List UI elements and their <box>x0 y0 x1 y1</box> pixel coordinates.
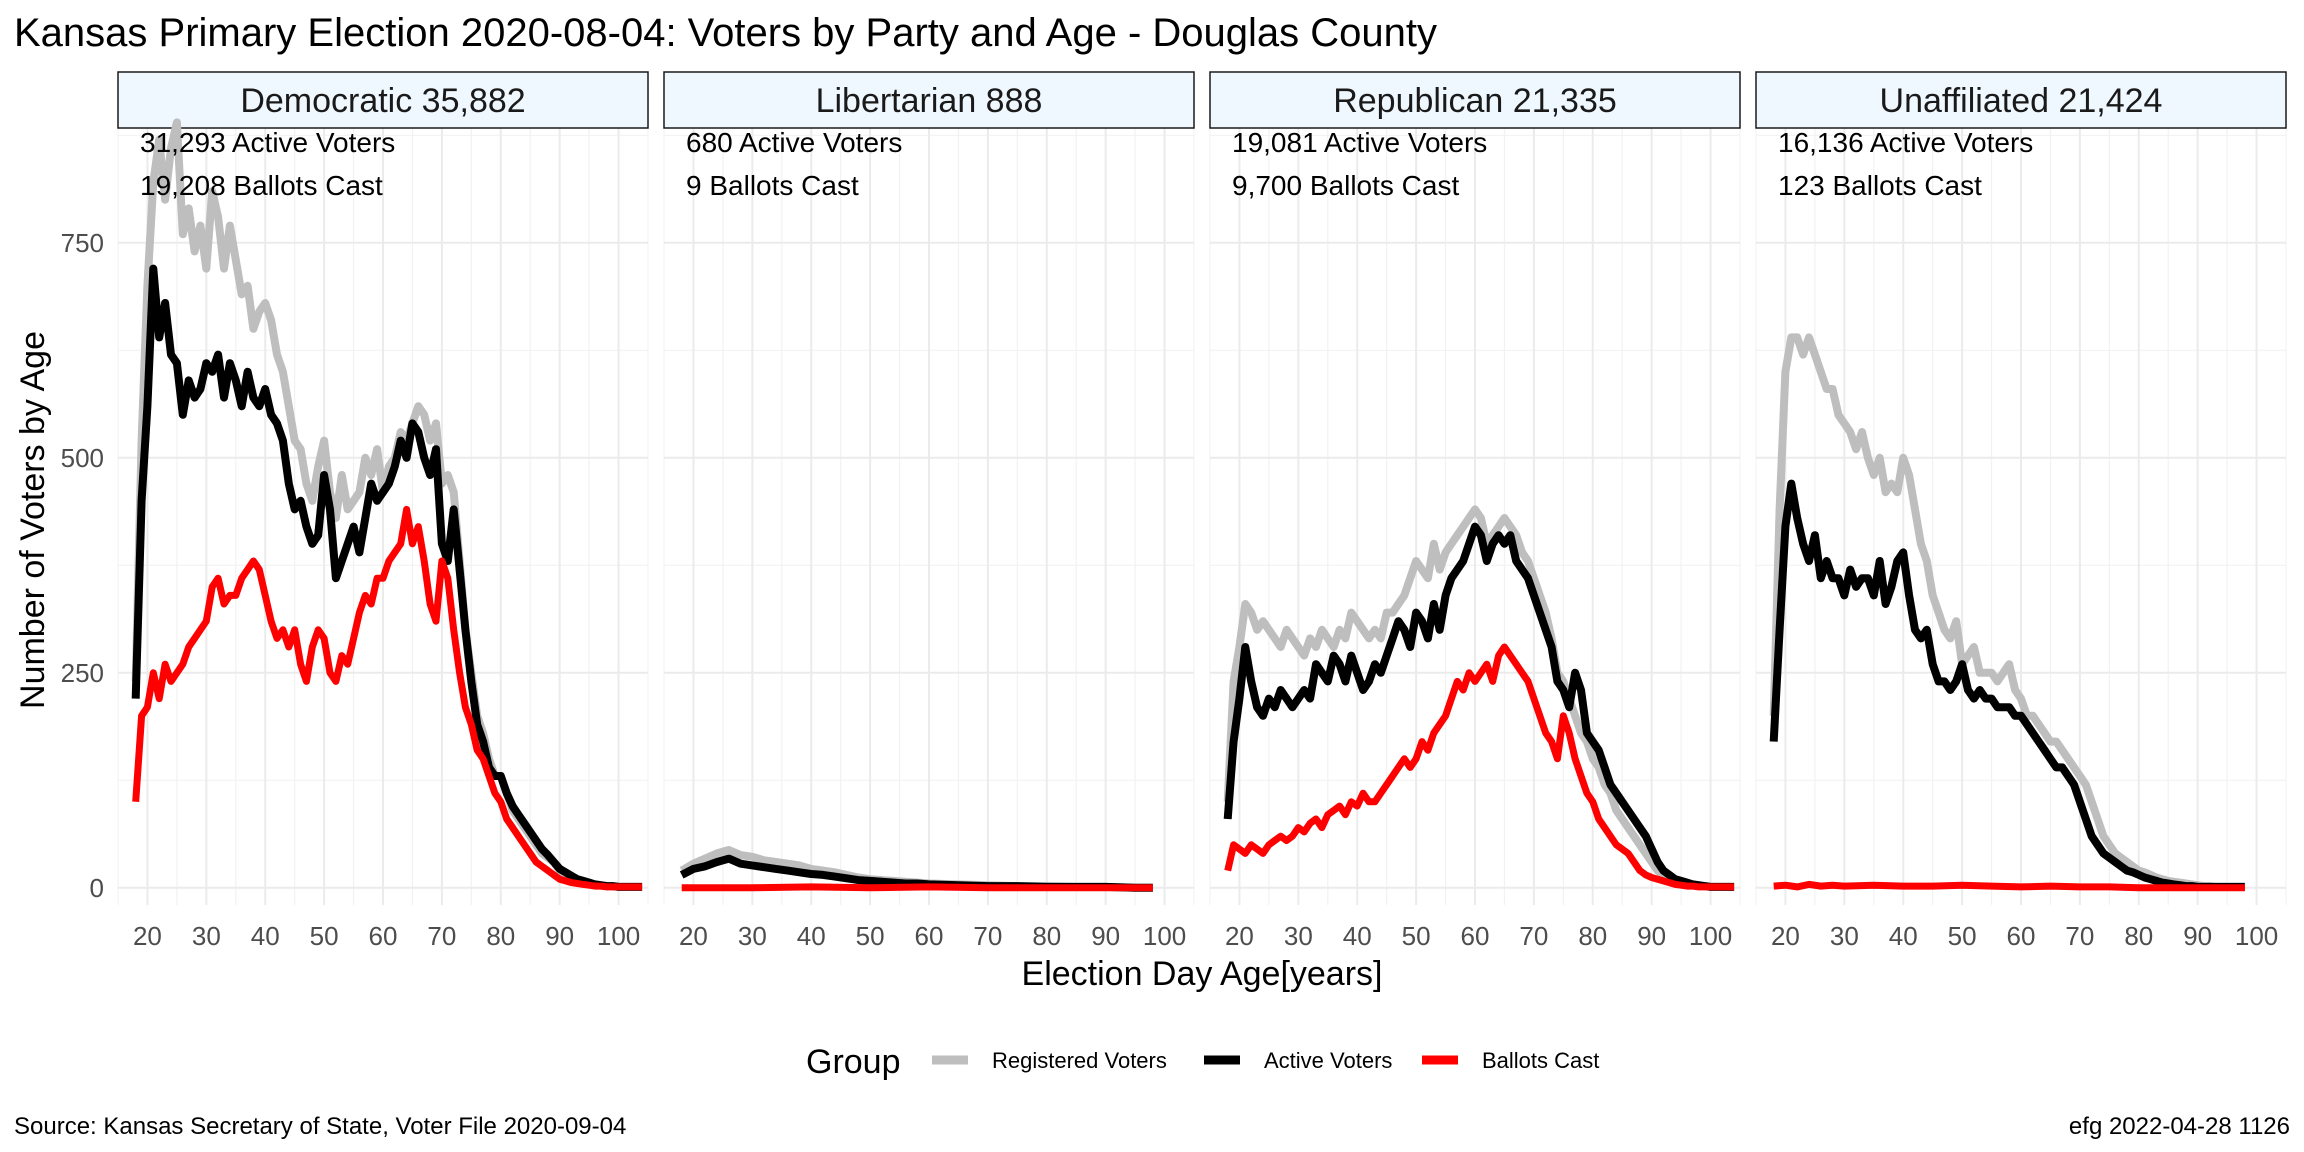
series-line-active-voters <box>1769 479 2245 891</box>
x-tick-label: 80 <box>1578 921 1607 951</box>
x-tick-label: 20 <box>679 921 708 951</box>
x-tick-label: 30 <box>192 921 221 951</box>
panel-annotation: 680 Active Voters <box>686 127 902 158</box>
legend-entry-label: Active Voters <box>1264 1048 1392 1073</box>
chart-title: Kansas Primary Election 2020-08-04: Vote… <box>14 11 1437 55</box>
x-tick-label: 60 <box>369 921 398 951</box>
x-tick-label: 20 <box>1771 921 1800 951</box>
x-tick-label: 100 <box>2235 921 2278 951</box>
x-tick-label: 90 <box>2183 921 2212 951</box>
legend-title: Group <box>806 1043 901 1081</box>
facet-panel: Republican 21,335 19,081 Active Voters 9,7… <box>1209 71 1741 951</box>
x-tick-label: 90 <box>1091 921 1120 951</box>
series-line-registered-voters <box>1223 505 1735 891</box>
x-axis-label: Election Day Age[years] <box>1022 955 1383 993</box>
series-line-active-voters <box>131 264 643 891</box>
x-tick-label: 40 <box>1889 921 1918 951</box>
facet-strip <box>663 71 1195 129</box>
facet-strip <box>1209 71 1741 129</box>
legend: Group Registered Voters Active Voters Ball… <box>806 1043 1599 1081</box>
y-axis-label: Number of Voters by Age <box>14 331 52 709</box>
x-tick-label: 40 <box>1343 921 1372 951</box>
x-tick-label: 50 <box>856 921 885 951</box>
credit-caption: efg 2022-04-28 1126 <box>2069 1113 2290 1140</box>
series-line-active-voters <box>1223 522 1735 891</box>
source-caption: Source: Kansas Secretary of State, Voter… <box>14 1113 626 1140</box>
facet-strip-label: Democratic 35,882 <box>240 82 525 120</box>
x-tick-label: 40 <box>251 921 280 951</box>
series-line-ballots-cast <box>132 505 643 891</box>
series-line-registered-voters <box>131 118 643 891</box>
x-tick-label: 50 <box>310 921 339 951</box>
series-line-ballots-cast <box>1773 880 2245 892</box>
facet-strip <box>117 71 649 129</box>
facet-panel: Democratic 35,882 31,293 Active Voters 19,… <box>117 71 649 951</box>
facet-strip-label: Republican 21,335 <box>1333 82 1617 120</box>
x-tick-label: 60 <box>2007 921 2036 951</box>
facet-panel: Libertarian 888 680 Active Voters 9 Ballot… <box>663 71 1195 951</box>
x-tick-label: 100 <box>597 921 640 951</box>
x-tick-label: 30 <box>1830 921 1859 951</box>
panel-annotation: 9,700 Ballots Cast <box>1232 170 1459 201</box>
x-tick-label: 80 <box>2124 921 2153 951</box>
y-tick-label: 750 <box>61 228 104 258</box>
panel-annotation: 123 Ballots Cast <box>1778 170 1982 201</box>
x-tick-label: 80 <box>1032 921 1061 951</box>
x-tick-label: 20 <box>1225 921 1254 951</box>
y-tick-label: 0 <box>90 873 104 903</box>
x-tick-label: 70 <box>427 921 456 951</box>
x-tick-label: 60 <box>915 921 944 951</box>
series-line-ballots-cast <box>1224 643 1735 891</box>
y-tick-label: 500 <box>61 443 104 473</box>
series-line-ballots-cast <box>681 883 1153 892</box>
x-tick-label: 20 <box>133 921 162 951</box>
facet-strip-label: Libertarian 888 <box>816 82 1043 120</box>
x-tick-label: 70 <box>2065 921 2094 951</box>
legend-entry-label: Registered Voters <box>992 1048 1167 1073</box>
facet-strip <box>1755 71 2287 129</box>
x-tick-label: 30 <box>1284 921 1313 951</box>
panel-annotation: 19,208 Ballots Cast <box>140 170 383 201</box>
x-tick-label: 30 <box>738 921 767 951</box>
x-tick-label: 90 <box>1637 921 1666 951</box>
x-tick-label: 70 <box>973 921 1002 951</box>
x-tick-label: 70 <box>1519 921 1548 951</box>
panel-annotation: 9 Ballots Cast <box>686 170 859 201</box>
x-tick-label: 90 <box>545 921 574 951</box>
x-tick-label: 40 <box>797 921 826 951</box>
x-tick-label: 60 <box>1461 921 1490 951</box>
x-tick-label: 50 <box>1402 921 1431 951</box>
facet-panel: Unaffiliated 21,424 16,136 Active Voters 1… <box>1755 71 2287 951</box>
x-tick-label: 100 <box>1689 921 1732 951</box>
x-tick-label: 80 <box>486 921 515 951</box>
panel-annotation: 31,293 Active Voters <box>140 127 395 158</box>
facet-panels: Democratic 35,882 31,293 Active Voters 19,… <box>61 71 2287 951</box>
legend-entry-label: Ballots Cast <box>1482 1048 1599 1073</box>
x-tick-label: 50 <box>1948 921 1977 951</box>
x-tick-label: 100 <box>1143 921 1186 951</box>
facet-strip-label: Unaffiliated 21,424 <box>1880 82 2163 120</box>
panel-annotation: 16,136 Active Voters <box>1778 127 2033 158</box>
y-tick-label: 250 <box>61 658 104 688</box>
panel-annotation: 19,081 Active Voters <box>1232 127 1487 158</box>
